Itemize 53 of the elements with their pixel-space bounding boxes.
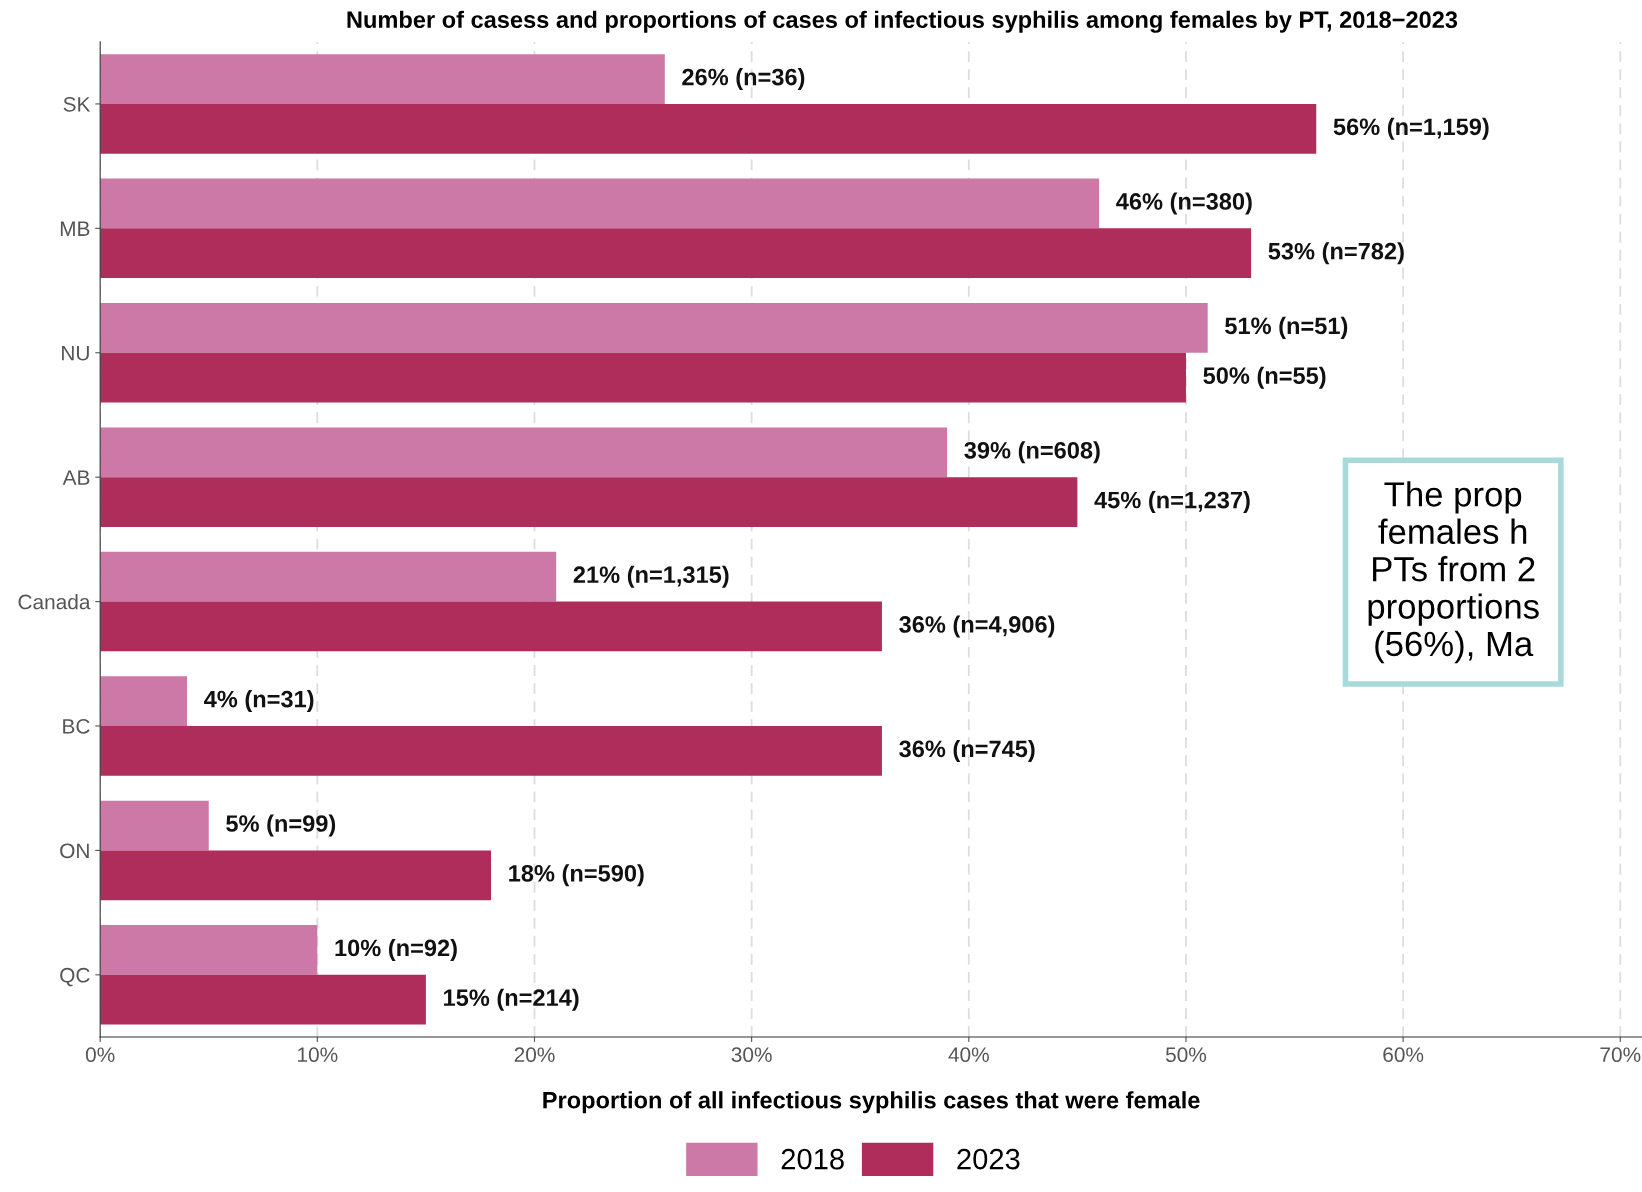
x-tick-label: 50% [1165,1047,1207,1063]
x-tick-label: 20% [514,1047,555,1063]
data-label: 5% (n=99) [226,814,336,837]
y-tick-label: AB [62,470,90,485]
data-label: 45% (n=1,237) [1094,491,1250,514]
bar [100,427,948,478]
data-label: 46% (n=380) [1116,192,1252,215]
bar [100,726,882,776]
data-label: 21% (n=1,315) [573,565,729,588]
data-label: 51% (n=51) [1225,316,1348,339]
annotation: The prop females h PTs from 2 proportions (56%), Ma [1368,481,1539,664]
data-label: 56% (n=1,159) [1333,117,1489,140]
data-label: 53% (n=782) [1268,242,1404,265]
x-tick-label: 0% [85,1047,115,1063]
bar [100,228,1252,279]
y-tick-label: SK [63,96,91,112]
data-label: 36% (n=4,906) [899,615,1055,638]
data-label: 39% (n=608) [964,441,1100,464]
data-label: 10% (n=92) [335,938,457,961]
bar [100,477,1078,527]
x-axis-title: Proportion of all infectious syphilis cases that were female [543,1091,1200,1114]
x-tick-label: 30% [731,1047,772,1063]
y-tick-label: MB [60,221,90,236]
bar [100,54,665,104]
x-tick-label: 60% [1383,1047,1424,1063]
data-label: 36% (n=745) [899,739,1035,762]
y-tick-label: QC [60,967,90,987]
bar [100,676,188,726]
bar [100,800,209,851]
data-label: 4% (n=31) [204,690,314,713]
y-tick-label: BC [63,719,90,734]
bar [100,925,318,975]
data-label: 50% (n=55) [1203,366,1326,389]
y-tick-label: NU [62,345,89,361]
bar [100,352,1186,403]
bar [100,178,1100,229]
data-label: 26% (n=36) [682,68,805,91]
data-label: 15% (n=214) [444,988,579,1011]
bar [100,850,492,901]
y-tick-label: ON [60,843,89,859]
legend-label: 2018 [781,1148,844,1170]
bar [100,103,1317,154]
x-tick-label: 70% [1600,1047,1641,1063]
legend-label: 2023 [957,1148,1020,1170]
x-tick-label: 10% [298,1047,338,1063]
bar [100,302,1208,353]
bar [100,601,882,652]
y-tick-label: Canada [18,594,91,610]
bar [100,551,557,602]
bar [100,974,426,1025]
x-tick-label: 40% [948,1047,989,1063]
data-label: 18% (n=590) [509,864,644,887]
chart-title: Number of casess and proportions of cases of infectious syphilis among females by PT, 2018−2023 [347,10,1458,33]
